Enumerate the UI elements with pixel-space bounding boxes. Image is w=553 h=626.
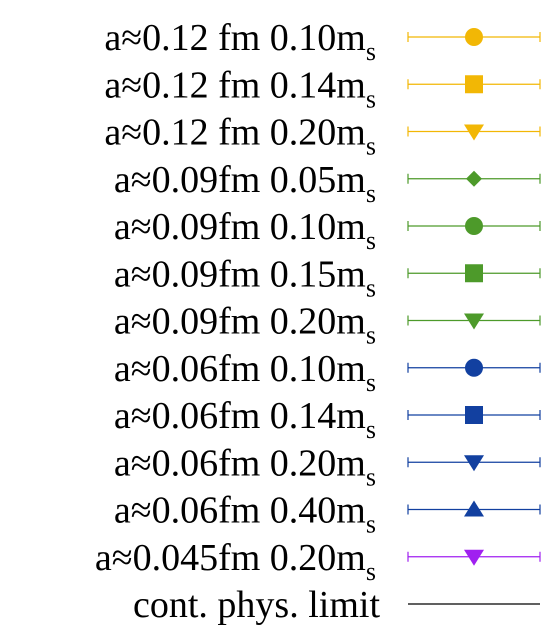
legend-label: a≈0.09fm 0.20ms (114, 301, 376, 350)
label-subscript: s (366, 510, 376, 539)
label-subscript: s (366, 321, 376, 350)
marker (465, 406, 483, 424)
label-subscript: s (366, 84, 376, 113)
label-subscript: s (366, 368, 376, 397)
label-text: a≈0.06fm 0.10m (114, 348, 366, 390)
marker (466, 170, 482, 187)
legend-label: a≈0.09fm 0.05ms (114, 159, 376, 208)
label-text: a≈0.12 fm 0.10m (104, 17, 366, 59)
label-text: a≈0.09fm 0.15m (114, 253, 366, 295)
label-text: a≈0.06fm 0.20m (114, 442, 366, 484)
label-text: a≈0.12 fm 0.14m (104, 64, 366, 106)
label-subscript: s (366, 273, 376, 302)
marker (465, 358, 483, 377)
legend-label: a≈0.06fm 0.14ms (114, 395, 376, 444)
label-text: a≈0.12 fm 0.20m (104, 112, 366, 154)
marker (465, 217, 483, 235)
legend-label: a≈0.06fm 0.10ms (114, 348, 376, 397)
label-text: a≈0.09fm 0.10m (114, 206, 366, 248)
legend-label: a≈0.12 fm 0.14ms (104, 64, 376, 113)
label-text: a≈0.06fm 0.14m (114, 395, 366, 437)
label-text: a≈0.09fm 0.20m (114, 301, 366, 343)
label-subscript: s (366, 37, 376, 66)
legend-label: cont. phys. limit (133, 584, 380, 626)
label-subscript: s (366, 226, 376, 255)
marker (464, 124, 484, 141)
marker (465, 264, 483, 283)
label-subscript: s (366, 179, 376, 208)
legend-label: a≈0.09fm 0.10ms (114, 206, 376, 255)
label-subscript: s (366, 415, 376, 444)
label-text: cont. phys. limit (133, 584, 380, 626)
marker (465, 75, 483, 94)
label-text: a≈0.09fm 0.05m (114, 159, 366, 201)
legend-label: a≈0.06fm 0.20ms (114, 442, 376, 491)
label-subscript: s (366, 132, 376, 161)
marker (464, 313, 484, 330)
label-subscript: s (366, 462, 376, 491)
legend-label: a≈0.09fm 0.15ms (114, 253, 376, 302)
legend-label: a≈0.06fm 0.40ms (114, 490, 376, 539)
legend-label: a≈0.12 fm 0.10ms (104, 17, 376, 66)
marker (464, 500, 484, 517)
label-text: a≈0.045fm 0.20m (95, 537, 366, 579)
label-subscript: s (366, 557, 376, 586)
legend-label: a≈0.045fm 0.20ms (95, 537, 376, 586)
label-text: a≈0.06fm 0.40m (114, 490, 366, 532)
legend-label: a≈0.12 fm 0.20ms (104, 112, 376, 161)
marker (465, 28, 483, 46)
marker (464, 455, 484, 472)
marker (464, 549, 484, 566)
